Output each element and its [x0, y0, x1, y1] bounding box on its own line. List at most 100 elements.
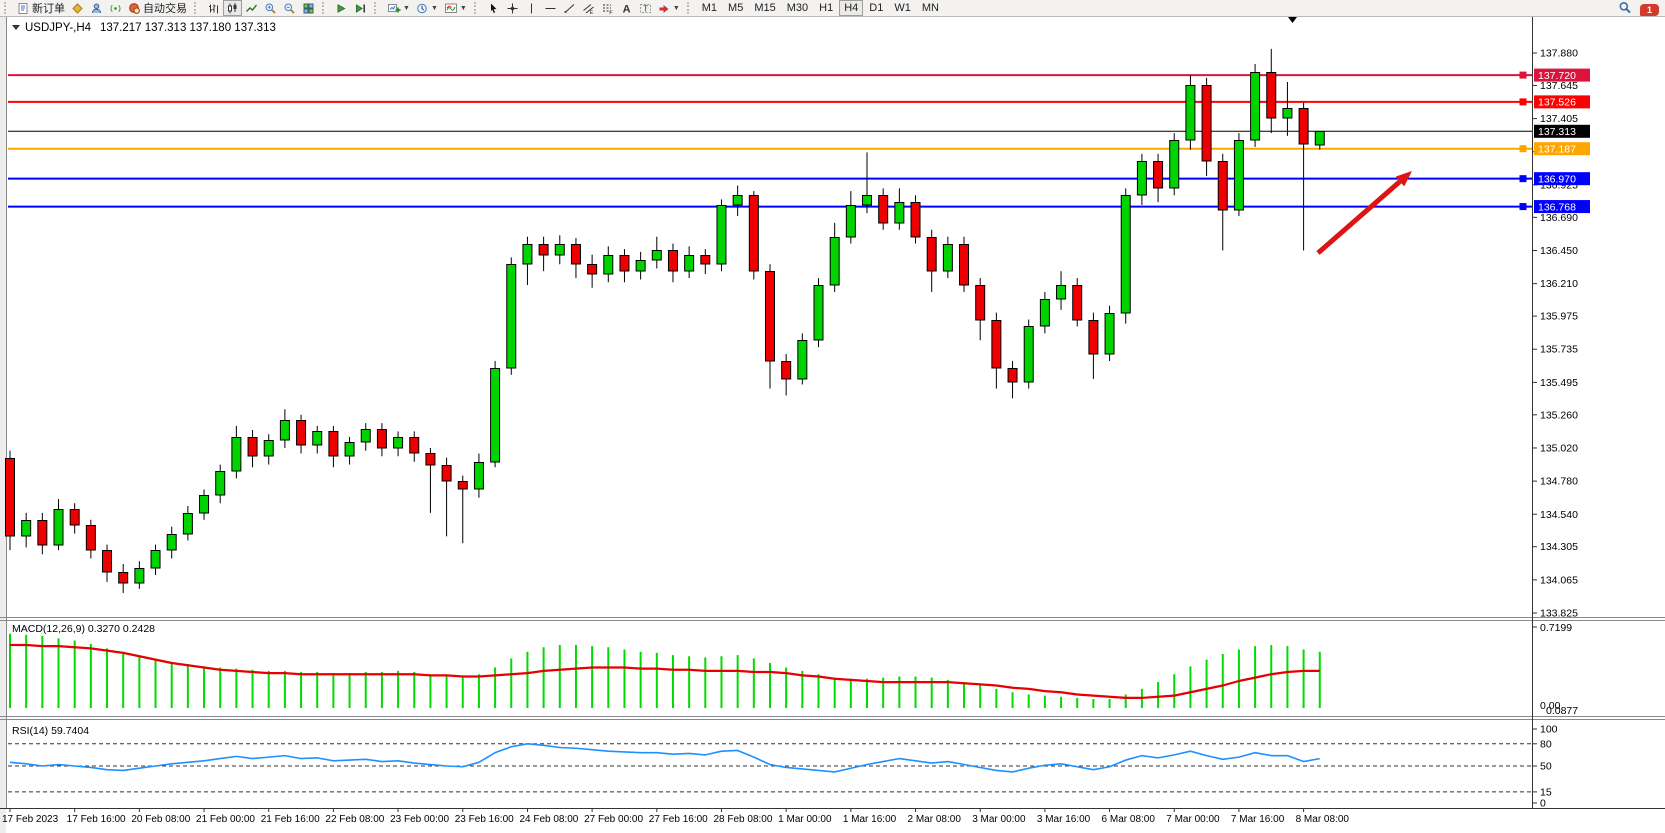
candle-body: [231, 437, 242, 472]
toolbar-grip[interactable]: [473, 2, 481, 14]
fibonacci-icon: F: [601, 2, 614, 15]
candle-body: [376, 429, 387, 449]
hline-handle[interactable]: [1519, 145, 1527, 153]
text-button[interactable]: A: [617, 0, 636, 16]
candle-body: [619, 255, 630, 272]
zoom-in-icon: [264, 2, 277, 15]
tf-MN-button[interactable]: MN: [921, 2, 939, 14]
toolbar-grip[interactable]: [4, 2, 11, 14]
search-icon[interactable]: [1618, 1, 1632, 18]
tf-W1-button[interactable]: W1: [894, 2, 911, 14]
auto-scroll-button[interactable]: [332, 0, 351, 16]
candle-body: [813, 285, 824, 341]
line-chart-button[interactable]: [242, 0, 261, 16]
tf-M15-button[interactable]: M15: [754, 2, 776, 14]
svg-text:137.526: 137.526: [1538, 97, 1576, 109]
shapes-button[interactable]: ▼: [655, 0, 683, 16]
svg-text:137.187: 137.187: [1538, 144, 1576, 156]
rsi-tick-label: 50: [1540, 761, 1552, 773]
toolbar-grip[interactable]: [374, 2, 381, 14]
candle-body: [894, 202, 905, 224]
chart-shift-button[interactable]: [351, 0, 370, 16]
auto-scroll-icon: [335, 2, 348, 15]
candlestick-series: [5, 48, 1325, 593]
candle-body: [942, 244, 953, 272]
tf-M30-button[interactable]: M30: [786, 2, 809, 14]
rsi-label: RSI(14) 59.7404: [12, 725, 89, 737]
candle-body: [1185, 85, 1196, 141]
candlestick-chart-icon: [226, 2, 239, 15]
candlestick-chart-button[interactable]: [223, 0, 242, 16]
notification-badge[interactable]: 1: [1640, 3, 1659, 16]
price-tick-label: 137.645: [1540, 80, 1578, 92]
rsi-tick-label: 80: [1540, 738, 1552, 750]
annotation-arrow[interactable]: [1316, 179, 1402, 255]
hline-handle[interactable]: [1519, 203, 1527, 211]
tile-windows-button[interactable]: [299, 0, 318, 16]
candle-body: [182, 513, 193, 535]
chevron-down-icon: ▼: [430, 4, 438, 12]
crosshair-button[interactable]: [503, 0, 522, 16]
autotrading-button[interactable]: 自动交易: [125, 0, 190, 16]
profile-button[interactable]: [87, 0, 106, 16]
chart-title-ohlc: 137.217 137.313 137.180 137.313: [100, 22, 276, 34]
price-tick-label: 135.020: [1540, 442, 1578, 454]
trendline-button[interactable]: [560, 0, 579, 16]
tf-D1-button[interactable]: D1: [869, 2, 884, 14]
metaeditor-icon: [71, 2, 84, 15]
chevron-down-icon: ▼: [403, 4, 410, 12]
time-tick-label: 3 Mar 00:00: [972, 814, 1026, 825]
tf-H4-button[interactable]: H4: [839, 0, 864, 16]
time-tick-label: 21 Feb 16:00: [261, 814, 320, 825]
equidistant-channel-button[interactable]: E: [579, 0, 598, 16]
candle-body: [959, 244, 970, 286]
rsi-tick-label: 15: [1540, 786, 1552, 798]
time-tick-label: 17 Feb 16:00: [67, 814, 126, 825]
candle-body: [651, 250, 662, 261]
macd-signal-line: [10, 643, 1320, 699]
hline-handle[interactable]: [1519, 175, 1527, 183]
text-label-button[interactable]: T: [636, 0, 655, 16]
candle-body: [781, 361, 792, 380]
fibonacci-button[interactable]: F: [598, 0, 617, 16]
annotation-arrow-head[interactable]: [1395, 171, 1412, 187]
toolbar-grip[interactable]: [194, 2, 201, 14]
candle-body: [1056, 285, 1067, 300]
candle-body: [667, 250, 678, 272]
new-order-button[interactable]: 新订单: [14, 0, 68, 16]
indicators-button[interactable]: ▼: [384, 0, 413, 16]
toolbar-grip[interactable]: [686, 2, 694, 14]
horizontal-line-button[interactable]: [541, 0, 560, 16]
candle-body: [102, 550, 113, 573]
bar-chart-icon: [207, 2, 220, 15]
metaeditor-button[interactable]: [68, 0, 87, 16]
candle-body: [1088, 320, 1099, 355]
tf-M1-button[interactable]: M1: [701, 2, 718, 14]
templates-button[interactable]: ▼: [441, 0, 470, 16]
vertical-line-button[interactable]: [522, 0, 541, 16]
candle-body: [538, 244, 549, 256]
hline-handle[interactable]: [1519, 98, 1527, 106]
candle-body: [328, 431, 339, 457]
bar-chart-button[interactable]: [204, 0, 223, 16]
zoom-in-button[interactable]: [261, 0, 280, 16]
tf-H1-button[interactable]: H1: [819, 2, 834, 14]
cursor-button[interactable]: [484, 0, 503, 16]
svg-text:137.720: 137.720: [1538, 70, 1576, 82]
signals-button[interactable]: [106, 0, 125, 16]
tf-M5-button[interactable]: M5: [728, 2, 744, 14]
time-tick-label: 2 Mar 08:00: [908, 814, 962, 825]
new-chart-icon: [387, 2, 401, 15]
time-tick-label: 22 Feb 08:00: [325, 814, 384, 825]
title-collapse-icon[interactable]: [12, 25, 20, 30]
candle-body: [1039, 299, 1050, 327]
time-tick-label: 27 Feb 00:00: [584, 814, 643, 825]
zoom-out-button[interactable]: [280, 0, 299, 16]
candle-body: [716, 205, 727, 265]
price-line-label: 137.187: [1534, 142, 1590, 156]
macd-max-label: 0.7199: [1540, 622, 1572, 634]
periods-button[interactable]: ▼: [413, 0, 441, 16]
toolbar-grip[interactable]: [322, 2, 329, 14]
hline-handle[interactable]: [1519, 71, 1527, 79]
